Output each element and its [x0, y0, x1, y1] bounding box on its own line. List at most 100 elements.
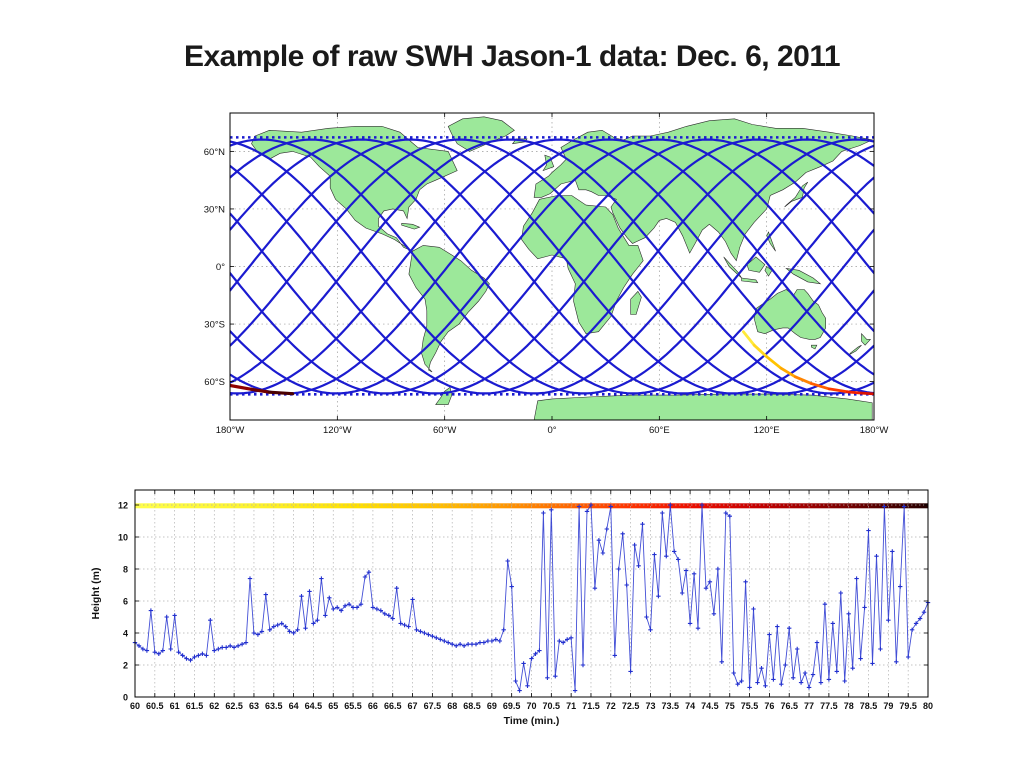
- highlighted-pass-segment: [267, 390, 295, 396]
- landmass: [521, 195, 644, 335]
- ground-track: [230, 138, 874, 395]
- ground-track: [230, 138, 874, 395]
- time-xtick-label: 75: [725, 701, 735, 711]
- ground-track: [230, 138, 874, 395]
- map-xtick-label: 180°W: [860, 425, 889, 436]
- highlighted-pass-segment: [752, 343, 769, 359]
- time-xtick-label: 73.5: [662, 701, 680, 711]
- time-xtick-label: 63.5: [265, 701, 283, 711]
- ground-track: [230, 138, 874, 395]
- time-xtick-label: 78: [844, 701, 854, 711]
- time-xtick-label: 77.5: [820, 701, 838, 711]
- time-xtick-label: 74: [685, 701, 695, 711]
- highlighted-pass-segment: [827, 387, 849, 394]
- time-xtick-label: 71.5: [582, 701, 600, 711]
- highlighted-pass-segment: [230, 383, 254, 391]
- time-xtick-label: 75.5: [741, 701, 759, 711]
- time-xtick-label: 69: [487, 701, 497, 711]
- highlighted-pass-segment: [860, 391, 874, 396]
- highlighted-pass-segment: [742, 330, 756, 347]
- landmass: [861, 332, 872, 346]
- map-ytick-label: 60°N: [204, 147, 225, 158]
- time-xtick-label: 67: [408, 701, 418, 711]
- time-xtick-label: 70.5: [543, 701, 561, 711]
- map-xtick-label: 0°: [547, 425, 556, 436]
- time-xtick-label: 76: [764, 701, 774, 711]
- time-xtick-label: 66.5: [384, 701, 402, 711]
- time-xtick-label: 63: [249, 701, 259, 711]
- time-xtick-label: 78.5: [860, 701, 878, 711]
- time-xtick-label: 68.5: [463, 701, 481, 711]
- time-xtick-label: 64: [289, 701, 299, 711]
- highlighted-pass-segment: [793, 375, 813, 385]
- landmass: [785, 267, 822, 285]
- slide-title: Example of raw SWH Jason-1 data: Dec. 6,…: [183, 40, 841, 73]
- time-xtick-label: 77: [804, 701, 814, 711]
- map-ytick-label: 30°S: [204, 320, 225, 331]
- time-xtick-label: 64.5: [305, 701, 323, 711]
- landmass: [408, 245, 490, 373]
- height-plot: [135, 490, 928, 697]
- time-xtick-label: 79.5: [899, 701, 917, 711]
- height-grid: [135, 490, 928, 697]
- height-ytick-label: 12: [118, 501, 128, 511]
- height-axis-label: Height (m): [90, 568, 102, 620]
- time-xtick-label: 73: [645, 701, 655, 711]
- map-highlighted-pass: [230, 330, 874, 396]
- height-axes: 6 0 60.5 61 61.5 62 62.5 63 63.5 64 64.5 65 65.5 66 66…: [90, 489, 933, 727]
- landmass: [401, 222, 421, 230]
- landmass: [533, 393, 873, 420]
- time-xtick-label: 80: [923, 701, 933, 711]
- map-ytick-label: 0°: [216, 262, 225, 273]
- highlighted-pass-segment: [809, 382, 831, 391]
- time-xtick-label: 72: [606, 701, 616, 711]
- map-ytick-label: 30°N: [204, 204, 225, 215]
- highlighted-pass-segment: [779, 366, 797, 379]
- landmass: [542, 154, 555, 172]
- time-xtick-label: 65: [328, 701, 338, 711]
- highlighted-pass-segment: [845, 390, 863, 395]
- time-xtick-label: 71: [566, 701, 576, 711]
- height-ytick-label: 4: [123, 629, 128, 639]
- time-xtick-label: 74.5: [701, 701, 719, 711]
- highlighted-pass-segment: [249, 387, 271, 394]
- time-xtick-label: 68: [447, 701, 457, 711]
- time-xtick-label: 65.5: [344, 701, 362, 711]
- time-xtick-label: 79: [883, 701, 893, 711]
- height-ytick-label: 10: [118, 533, 128, 543]
- map-xtick-label: 120°W: [323, 425, 352, 436]
- time-xtick-label: 62.5: [225, 701, 243, 711]
- height-series: [132, 502, 931, 693]
- ground-track: [230, 138, 874, 395]
- map-xtick-label: 60°E: [649, 425, 670, 436]
- height-ytick-label: 6: [123, 597, 128, 607]
- landmass: [746, 256, 766, 273]
- time-xtick-label: 66: [368, 701, 378, 711]
- ground-track: [230, 138, 874, 395]
- time-xtick-label: 72.5: [622, 701, 640, 711]
- time-xtick-label: 61: [170, 701, 180, 711]
- map-ytick-label: 60°S: [204, 377, 225, 388]
- height-ytick-label: 8: [123, 565, 128, 575]
- ground-track: [230, 138, 874, 395]
- time-axis-label: Time (min.): [504, 715, 560, 727]
- ground-track: [230, 138, 874, 395]
- landmass: [764, 266, 773, 277]
- map-xtick-label: 180°W: [216, 425, 245, 436]
- time-xtick-label: 61.5: [186, 701, 204, 711]
- time-xtick-label: 62: [209, 701, 219, 711]
- ground-track: [230, 138, 874, 395]
- map-xtick-label: 60°W: [433, 425, 456, 436]
- highlighted-pass-segment: [765, 355, 783, 370]
- time-xtick-label: 60.5: [146, 701, 164, 711]
- height-ytick-label: 0: [123, 693, 128, 703]
- height-ytick-label: 2: [123, 661, 128, 671]
- map-axes: 180°W 120°W 60°W 0° 60°E 120°E 180°W 60°N 30°N 0°…: [204, 112, 889, 436]
- landmass: [630, 290, 642, 315]
- time-xtick-label: 69.5: [503, 701, 521, 711]
- ground-track: [230, 138, 874, 395]
- landmass: [741, 277, 759, 284]
- time-xtick-label: 67.5: [424, 701, 442, 711]
